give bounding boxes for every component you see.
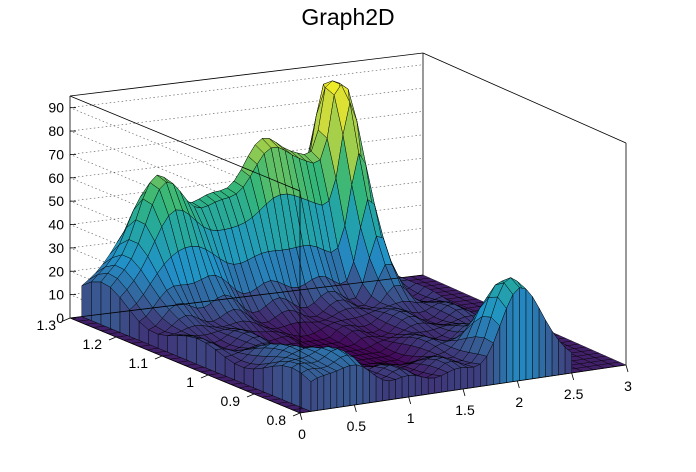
x-tick-label: 3 xyxy=(624,378,632,394)
z-tick-label: 20 xyxy=(48,263,64,279)
surface-wall-cell xyxy=(262,366,273,396)
frame-edge xyxy=(69,317,301,414)
surface-wall-cell xyxy=(519,287,527,381)
surface-wall-cell xyxy=(272,365,283,400)
x-tick xyxy=(516,380,520,389)
surface-wall-cell xyxy=(545,319,553,378)
surface-wall-cell xyxy=(362,366,370,404)
y-tick xyxy=(154,355,163,360)
surface-wall-cell xyxy=(512,287,520,382)
y-axis: 0.8 0.9 1 1.1 1.2 1.3 xyxy=(37,317,301,428)
surface-wall-cell xyxy=(81,281,92,321)
surface-wall-cell xyxy=(196,337,207,369)
surface-wall-cell xyxy=(421,376,429,396)
y-tick-label: 1.1 xyxy=(129,355,149,371)
surface-wall-cell xyxy=(375,375,383,403)
frame-edge xyxy=(69,274,424,319)
y-tick-label: 1.2 xyxy=(83,336,103,352)
surface-wall-cell xyxy=(382,379,390,402)
y-tick xyxy=(200,374,209,379)
surface-wall-cell xyxy=(408,375,416,398)
z-tick-label: 40 xyxy=(48,217,64,233)
frame-edge xyxy=(69,95,301,192)
surface-wall-cell xyxy=(473,363,481,388)
z-gridline-back xyxy=(69,64,424,108)
surface-wall-cell xyxy=(281,365,293,404)
surface-wall-cell xyxy=(356,364,364,405)
surface-wall-cell xyxy=(100,281,111,329)
surface-wall-cell xyxy=(330,370,338,409)
surface-wall-cell xyxy=(525,288,533,380)
surface-wall-cell xyxy=(506,294,514,383)
z-gridline-back xyxy=(69,87,424,132)
chart-title: Graph2D xyxy=(301,4,395,30)
surface-wall-cell xyxy=(532,295,540,380)
surface-wall-cell xyxy=(310,377,318,412)
y-tick xyxy=(62,317,71,322)
x-tick-label: 1.5 xyxy=(455,402,475,418)
surface-wall-cell xyxy=(369,370,377,404)
y-tick-label: 0.8 xyxy=(267,412,287,428)
z-tick-label: 50 xyxy=(48,193,64,209)
surface-wall-cell xyxy=(454,367,462,391)
surface-wall-cell xyxy=(343,365,351,407)
frame-edge xyxy=(69,52,424,97)
x-tick-label: 2 xyxy=(515,394,523,410)
x-tick xyxy=(299,412,303,421)
surface-wall-cell xyxy=(401,375,409,399)
z-tick-label: 10 xyxy=(48,287,64,303)
z-tick-label: 30 xyxy=(48,240,64,256)
y-tick xyxy=(108,336,117,341)
surface-wall-cell xyxy=(441,372,449,393)
surface-wall-cell xyxy=(349,364,357,406)
x-tick xyxy=(571,372,575,381)
surface-wall-cell xyxy=(91,281,102,325)
surface-wall-cell xyxy=(253,367,264,392)
x-tick xyxy=(625,364,629,373)
surface-wall-cell xyxy=(460,367,468,390)
z-gridline-back xyxy=(69,134,424,179)
surface-wall-cell xyxy=(447,368,455,392)
y-tick-label: 1 xyxy=(186,374,194,390)
surface-wall-cell xyxy=(323,372,331,410)
x-tick xyxy=(408,396,412,405)
surface-mesh xyxy=(81,80,572,412)
surface-wall-cell xyxy=(395,376,403,400)
x-tick-label: 1 xyxy=(407,410,415,426)
surface-wall-cell xyxy=(388,379,396,401)
x-tick xyxy=(462,388,466,397)
z-tick-label: 90 xyxy=(48,100,64,116)
y-tick xyxy=(246,393,255,398)
y-tick-label: 0.9 xyxy=(221,393,241,409)
z-axis: 0 10 20 30 40 50 60 70 80 90 xyxy=(48,100,76,326)
x-tick xyxy=(353,404,357,413)
surface-wall-cell xyxy=(176,335,188,361)
y-tick-label: 1.3 xyxy=(37,317,57,333)
x-tick-label: 0 xyxy=(298,426,306,442)
y-tick xyxy=(292,412,301,417)
z-tick-label: 0 xyxy=(56,310,64,326)
surface-wall-cell xyxy=(427,377,435,395)
surface-wall-cell xyxy=(414,375,422,397)
frame-edge xyxy=(422,52,627,144)
surface-wall-cell xyxy=(434,375,442,394)
z-tick-label: 70 xyxy=(48,146,64,162)
z-tick-label: 60 xyxy=(48,170,64,186)
surface-wall-cell xyxy=(317,375,325,411)
z-gridline-back xyxy=(69,111,424,155)
x-tick-label: 0.5 xyxy=(347,418,367,434)
z-tick-label: 80 xyxy=(48,123,64,139)
surface-wall-cell xyxy=(186,335,197,365)
surface-wall-cell xyxy=(467,366,475,389)
surface-wall-cell xyxy=(336,367,344,408)
x-axis: 0 0.5 1 1.5 2 2.5 3 xyxy=(298,364,632,442)
x-tick-label: 2.5 xyxy=(564,386,584,402)
surface-wall-cell xyxy=(538,308,546,379)
